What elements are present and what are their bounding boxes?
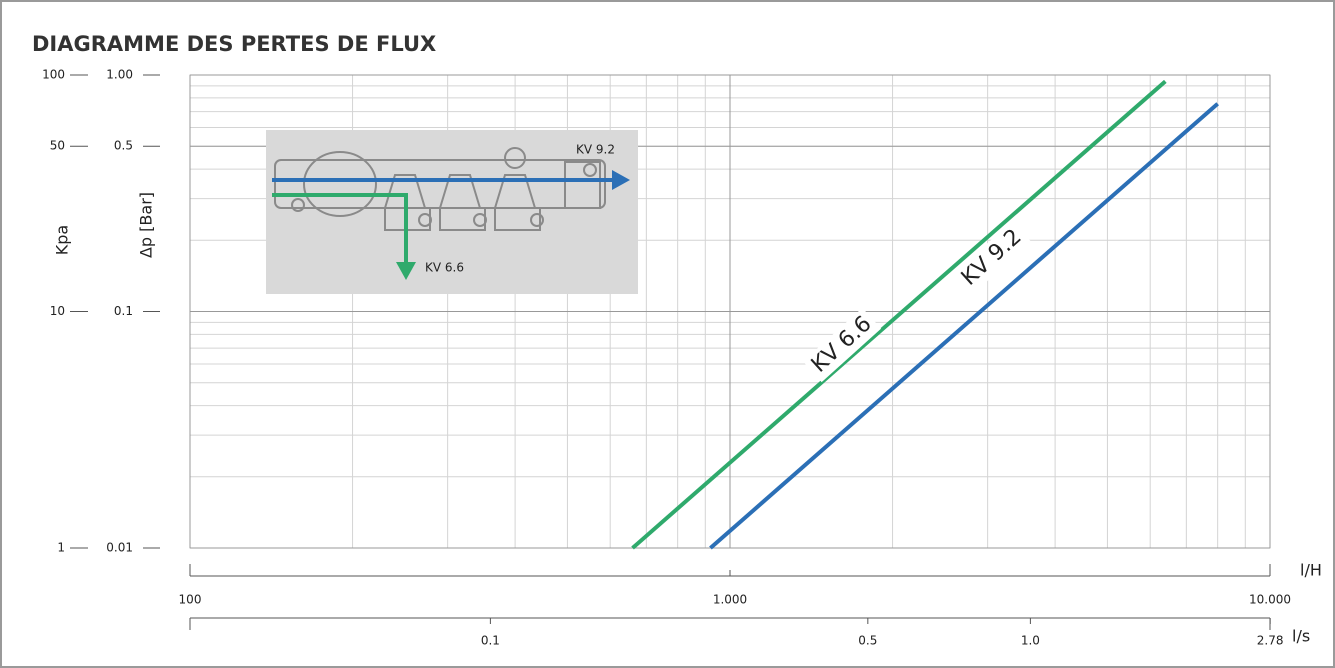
inset-diagram: KV 9.2 KV 6.6 [266, 130, 638, 294]
y-tick-label: 0.1 [114, 304, 133, 318]
inset-bg [266, 130, 638, 294]
y-tick-label: 0.01 [106, 541, 133, 555]
manifold-drawing [274, 147, 606, 231]
label-bg [802, 307, 882, 383]
y2-tick-label: 50 [50, 139, 65, 153]
inset-label: KV 9.2 [576, 143, 615, 157]
flow-arrows [272, 178, 615, 266]
x2-tick-label: 0.1 [481, 634, 500, 648]
y-tick-label: 0.5 [114, 139, 133, 153]
arrow-head [612, 170, 630, 190]
y2-tick-label: 10 [50, 304, 65, 318]
series-line [709, 102, 1219, 550]
x-axis-label: l/H [1300, 561, 1322, 580]
y2-tick-label: 100 [42, 68, 65, 82]
label-bg [952, 220, 1032, 296]
inset-label: KV 6.6 [425, 261, 464, 275]
y2-axis-label: Kpa [53, 225, 72, 255]
x2-tick-label: 1.0 [1021, 634, 1040, 648]
x-tick-label: 100 [179, 593, 202, 607]
x-tick-label: 10.000 [1249, 593, 1291, 607]
y-tick-label: 1.00 [106, 68, 133, 82]
chart-title: DIAGRAMME DES PERTES DE FLUX [32, 32, 436, 56]
x2-tick-label: 2.78 [1257, 634, 1284, 648]
x2-axis-label: l/s [1292, 627, 1310, 646]
arrow-head [396, 262, 416, 280]
y2-tick-label: 1 [57, 541, 65, 555]
x2-tick-label: 0.5 [858, 634, 877, 648]
series-line [631, 79, 1167, 550]
y-axis-label: Δp [Bar] [137, 192, 156, 258]
x-tick-label: 1.000 [713, 593, 747, 607]
